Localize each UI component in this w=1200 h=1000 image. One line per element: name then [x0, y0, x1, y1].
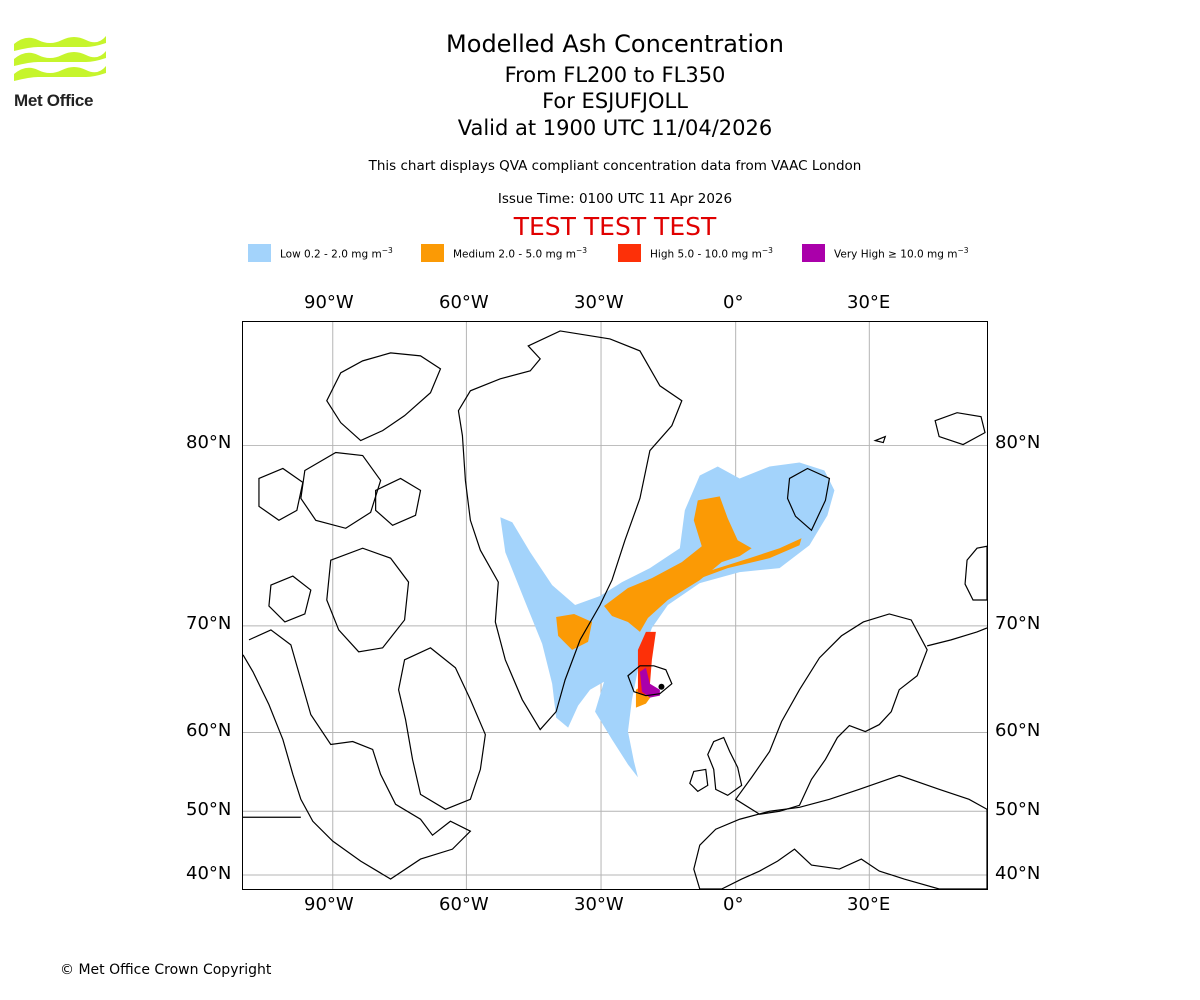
- lat-label-right-60n: 60°N: [995, 720, 1041, 741]
- legend-swatch-very-high: [802, 244, 825, 262]
- flight-levels: From FL200 to FL350: [504, 63, 726, 87]
- met-office-logo-text: Met Office: [14, 91, 94, 110]
- legend-label-low: Low 0.2 - 2.0 mg m−3: [280, 246, 393, 261]
- lat-label-right-50n: 50°N: [995, 799, 1041, 820]
- lon-label-bottom-90w: 90°W: [304, 894, 354, 915]
- chart-title: Modelled Ash Concentration: [446, 30, 784, 58]
- ash-concentration-map[interactable]: [242, 321, 988, 890]
- lat-label-left-70n: 70°N: [186, 613, 232, 634]
- legend-swatch-medium: [421, 244, 444, 262]
- lon-label-bottom-30e: 30°E: [847, 894, 891, 915]
- lon-label-top-60w: 60°W: [439, 292, 489, 313]
- lat-label-left-60n: 60°N: [186, 720, 232, 741]
- test-banner: TEST TEST TEST: [513, 212, 717, 241]
- lat-label-left-50n: 50°N: [186, 799, 232, 820]
- legend-label-medium: Medium 2.0 - 5.0 mg m−3: [453, 246, 588, 261]
- met-office-logo: [14, 36, 106, 81]
- ash-low-area: [500, 462, 835, 778]
- lat-label-left-40n: 40°N: [186, 863, 232, 884]
- lon-label-top-30e: 30°E: [847, 292, 891, 313]
- chart-description: This chart displays QVA compliant concen…: [368, 158, 862, 174]
- lon-label-top-30w: 30°W: [574, 292, 624, 313]
- legend-swatch-high: [618, 244, 641, 262]
- coastlines: [243, 330, 987, 889]
- valid-time: Valid at 1900 UTC 11/04/2026: [457, 116, 773, 140]
- lat-label-right-70n: 70°N: [995, 613, 1041, 634]
- lon-label-top-0: 0°: [723, 292, 744, 313]
- volcano-name: For ESJUFJOLL: [542, 89, 688, 113]
- legend-swatch-low: [248, 244, 271, 262]
- lon-label-bottom-30w: 30°W: [574, 894, 624, 915]
- lat-label-right-40n: 40°N: [995, 863, 1041, 884]
- issue-time: Issue Time: 0100 UTC 11 Apr 2026: [497, 191, 733, 207]
- lon-label-bottom-0: 0°: [723, 894, 744, 915]
- lon-label-bottom-60w: 60°W: [439, 894, 489, 915]
- lon-label-top-90w: 90°W: [304, 292, 354, 313]
- legend-label-very-high: Very High ≥ 10.0 mg m−3: [834, 246, 969, 261]
- legend-label-high: High 5.0 - 10.0 mg m−3: [650, 246, 773, 261]
- ash-very-high-area: [639, 667, 660, 698]
- lat-label-left-80n: 80°N: [186, 432, 232, 453]
- lat-label-right-80n: 80°N: [995, 432, 1041, 453]
- copyright-notice: © Met Office Crown Copyright: [60, 962, 272, 978]
- volcano-marker: [658, 683, 665, 690]
